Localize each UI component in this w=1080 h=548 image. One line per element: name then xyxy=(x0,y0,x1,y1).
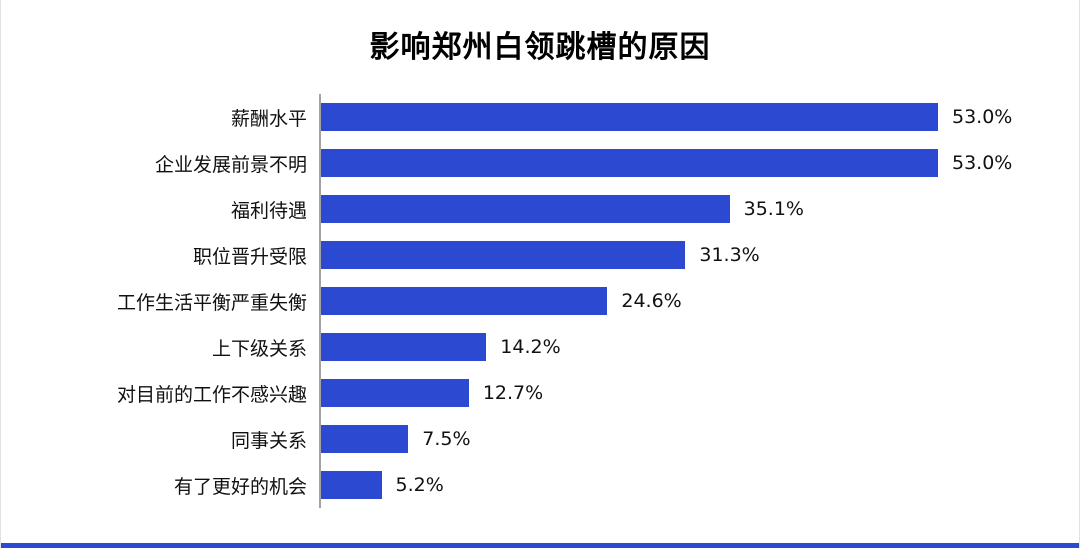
bar-plot-area: 14.2% xyxy=(319,324,1079,370)
value-label: 24.6% xyxy=(621,290,682,312)
bar xyxy=(321,287,608,315)
category-label: 福利待遇 xyxy=(230,199,307,222)
bar xyxy=(321,149,938,177)
bar xyxy=(321,471,382,499)
bar-row: 同事关系 7.5% xyxy=(1,416,1079,462)
bar-plot-area: 12.7% xyxy=(319,370,1079,416)
chart-rows: 薪酬水平 53.0% 企业发展前景不明 53.0% 福利待遇 35.1% 职位晋升受限 31.… xyxy=(1,94,1079,508)
category-label: 工作生活平衡严重失衡 xyxy=(116,291,307,314)
bar xyxy=(321,195,730,223)
bar-plot-area: 31.3% xyxy=(319,232,1079,278)
bar-row: 薪酬水平 53.0% xyxy=(1,94,1079,140)
bar xyxy=(321,379,469,407)
bar xyxy=(321,241,686,269)
chart-title: 影响郑州白领跳槽的原因 xyxy=(369,30,711,65)
bar-row: 工作生活平衡严重失衡 24.6% xyxy=(1,278,1079,324)
bar-row: 企业发展前景不明 53.0% xyxy=(1,140,1079,186)
value-label: 53.0% xyxy=(952,152,1013,174)
value-label: 7.5% xyxy=(422,428,471,450)
value-label: 12.7% xyxy=(482,382,544,404)
bar-row: 职位晋升受限 31.3% xyxy=(1,232,1079,278)
bar xyxy=(321,425,409,453)
bar-plot-area: 35.1% xyxy=(319,186,1079,232)
bar-plot-area: 53.0% xyxy=(319,94,1079,140)
value-label: 5.2% xyxy=(395,474,444,496)
category-label: 薪酬水平 xyxy=(230,107,307,130)
value-label: 14.2% xyxy=(500,336,561,358)
category-label: 企业发展前景不明 xyxy=(154,153,307,176)
bar-plot-area: 24.6% xyxy=(319,278,1079,324)
bar-plot-area: 7.5% xyxy=(319,416,1079,462)
bar xyxy=(321,103,938,131)
value-label: 35.1% xyxy=(743,198,804,220)
bottom-accent-line xyxy=(1,543,1079,548)
category-label: 有了更好的机会 xyxy=(173,475,307,498)
bar-plot-area: 5.2% xyxy=(319,462,1079,508)
category-label: 上下级关系 xyxy=(211,337,307,360)
bar-row: 上下级关系 14.2% xyxy=(1,324,1079,370)
bar-row: 对目前的工作不感兴趣 12.7% xyxy=(1,370,1079,416)
bar xyxy=(321,333,487,361)
category-label: 同事关系 xyxy=(230,429,307,452)
value-label: 53.0% xyxy=(952,106,1013,128)
bar-row: 有了更好的机会 5.2% xyxy=(1,462,1079,508)
value-label: 31.3% xyxy=(699,244,760,266)
category-label: 对目前的工作不感兴趣 xyxy=(116,383,307,406)
bar-row: 福利待遇 35.1% xyxy=(1,186,1079,232)
category-label: 职位晋升受限 xyxy=(192,245,307,268)
bar-plot-area: 53.0% xyxy=(319,140,1079,186)
